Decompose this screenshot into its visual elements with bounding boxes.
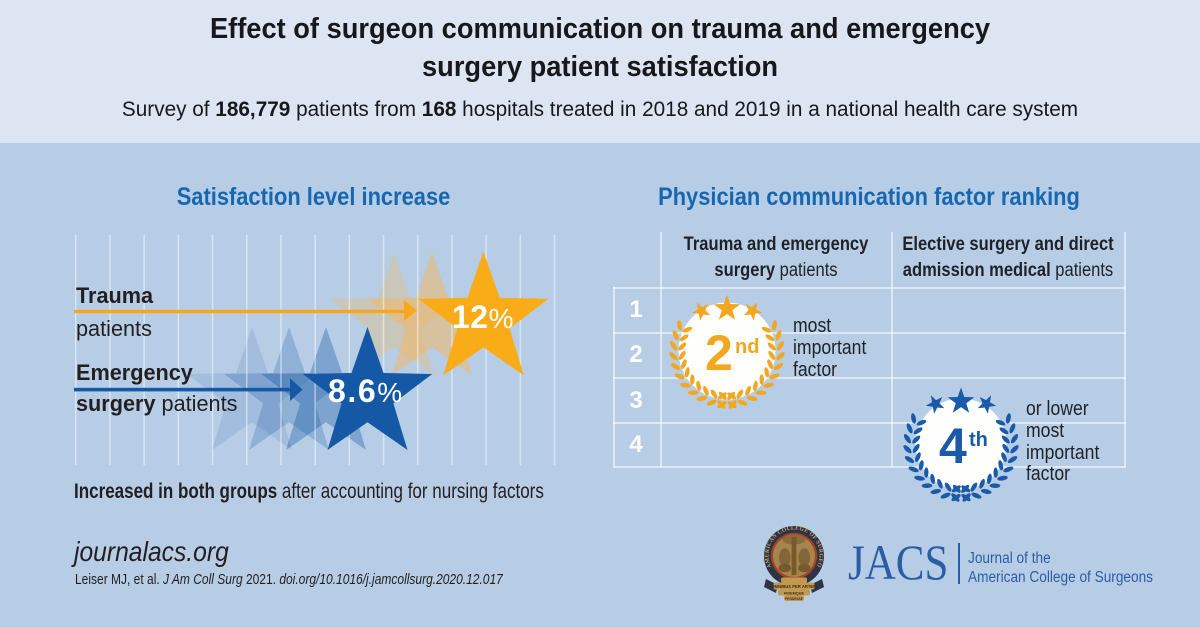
- svg-text:OMNIBUS PER ARTEM: OMNIBUS PER ARTEM: [771, 584, 817, 589]
- svg-text:8.6%: 8.6%: [328, 373, 404, 409]
- svg-text:th: th: [969, 429, 988, 451]
- svg-text:PRODESSE: PRODESSE: [785, 597, 803, 601]
- svg-text:2: 2: [705, 325, 733, 381]
- svg-text:4: 4: [939, 418, 967, 474]
- svg-text:FIDEMQUE: FIDEMQUE: [784, 591, 805, 595]
- svg-text:12%: 12%: [452, 299, 514, 335]
- svg-text:nd: nd: [735, 336, 759, 358]
